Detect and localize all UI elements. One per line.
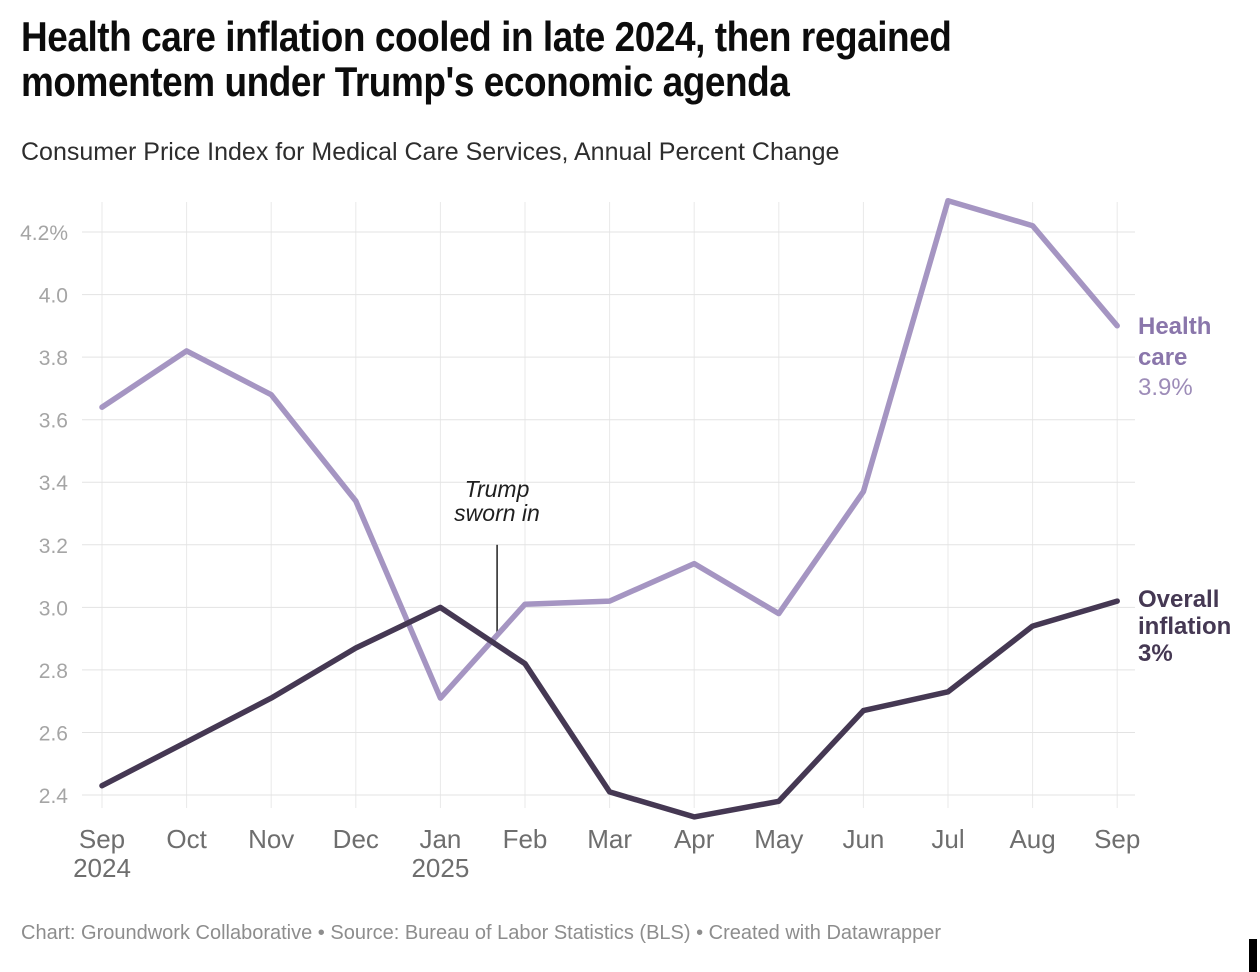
- horizontal-gridlines: [82, 231, 1135, 796]
- svg-text:3.0: 3.0: [39, 597, 68, 620]
- svg-text:3.4: 3.4: [39, 472, 69, 495]
- series-label-health-care-value: 3.9%: [1138, 374, 1193, 401]
- svg-text:Oct: Oct: [166, 824, 207, 854]
- svg-text:Sep: Sep: [1094, 824, 1140, 854]
- series-label-overall-inflation-value: 3%: [1138, 640, 1173, 667]
- y-axis-labels: 4.2% 4.0 3.8 3.6 3.4 3.2 3.0 2.8 2.6 2.4: [20, 222, 68, 808]
- svg-text:Apr: Apr: [674, 824, 715, 854]
- svg-text:Feb: Feb: [503, 824, 548, 854]
- series-line-overall-inflation: [99, 598, 1120, 820]
- svg-text:4.2%: 4.2%: [20, 222, 68, 245]
- svg-text:3.2: 3.2: [39, 535, 68, 558]
- annotation-line-1: Trump: [464, 476, 530, 502]
- svg-text:3.6: 3.6: [39, 410, 68, 433]
- svg-text:Dec: Dec: [333, 824, 379, 854]
- svg-text:Jun: Jun: [842, 824, 884, 854]
- chart-subtitle: Consumer Price Index for Medical Care Se…: [21, 138, 840, 166]
- svg-text:4.0: 4.0: [39, 285, 68, 308]
- series-label-overall-inflation-name: Overall inflation: [1138, 586, 1232, 640]
- svg-text:2025: 2025: [411, 853, 469, 883]
- svg-text:Nov: Nov: [248, 824, 294, 854]
- svg-text:2.4: 2.4: [39, 785, 69, 808]
- svg-text:2.8: 2.8: [39, 660, 68, 683]
- svg-text:2024: 2024: [73, 853, 131, 883]
- annotation-line-2: sworn in: [454, 500, 540, 526]
- svg-text:Mar: Mar: [587, 824, 632, 854]
- svg-text:Sep: Sep: [79, 824, 125, 854]
- svg-text:Jul: Jul: [931, 824, 964, 854]
- svg-text:2.6: 2.6: [39, 723, 68, 746]
- svg-text:Aug: Aug: [1009, 824, 1055, 854]
- chart-title-line-2: momentem under Trump's economic agenda: [21, 58, 790, 105]
- chart-title-line-1: Health care inflation cooled in late 202…: [21, 13, 952, 60]
- svg-text:May: May: [754, 824, 803, 854]
- series-label-health-care-name: Health care: [1138, 313, 1212, 371]
- attribution-footer: Chart: Groundwork Collaborative • Source…: [21, 922, 941, 944]
- series-line-health-care: [99, 197, 1120, 701]
- series-label-health-care: Health care 3.9%: [1138, 311, 1226, 400]
- x-axis-labels: Sep Oct Nov Dec Jan Feb Mar Apr May Jun Jul Aug Sep2…: [73, 824, 1140, 883]
- svg-text:Jan: Jan: [419, 824, 461, 854]
- vertical-gridlines: [101, 202, 1118, 808]
- annotation-trump-sworn-in: Trump sworn in: [397, 477, 597, 525]
- svg-text:3.8: 3.8: [39, 347, 68, 370]
- chart-title: Health care inflation cooled in late 202…: [21, 13, 952, 105]
- series-label-overall-inflation: Overall inflation 3%: [1138, 586, 1246, 667]
- text-cursor-artifact: [1249, 939, 1257, 972]
